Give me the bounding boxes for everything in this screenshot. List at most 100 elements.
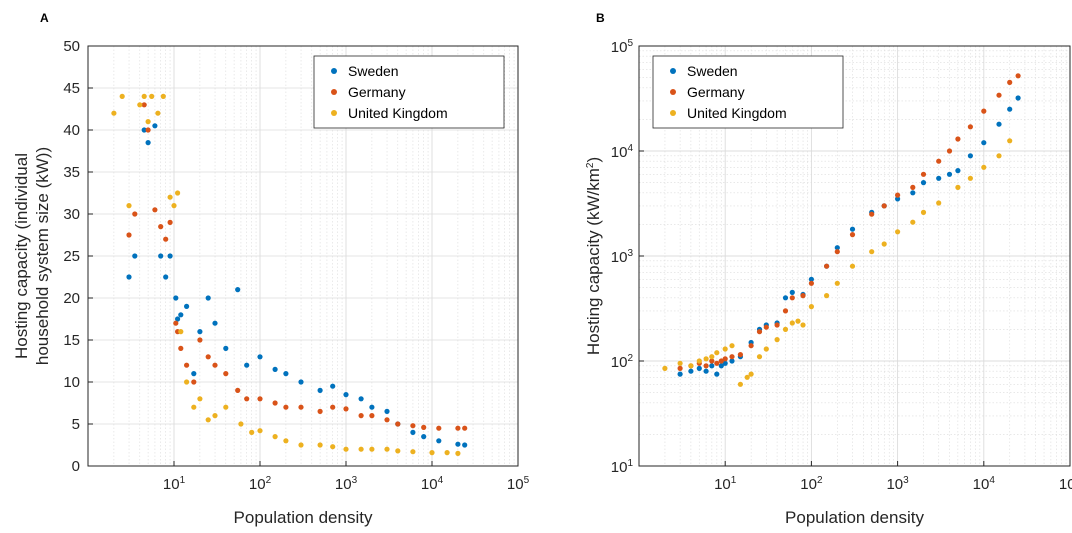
data-point (167, 253, 173, 259)
data-point (455, 425, 461, 431)
data-point (171, 203, 177, 209)
y-tick-label: 20 (63, 290, 80, 307)
data-point (782, 295, 789, 301)
data-point (358, 446, 364, 452)
data-point (223, 404, 229, 410)
data-point (330, 444, 336, 450)
data-point (800, 293, 806, 299)
data-point (748, 343, 754, 349)
data-point (283, 371, 289, 377)
data-point (358, 396, 364, 402)
legend-a: Sweden Germany United Kingdom (313, 55, 505, 129)
data-point (126, 274, 132, 280)
y-tick-label: 101 (611, 458, 634, 476)
data-point (330, 383, 336, 389)
data-point (714, 350, 720, 356)
data-point (141, 102, 147, 108)
legend-marker-sweden (331, 68, 337, 74)
legend-box (652, 55, 844, 129)
data-point (160, 93, 166, 99)
data-point (737, 352, 744, 358)
data-point (152, 207, 158, 213)
legend-label-germany: Germany (687, 84, 745, 100)
data-point (343, 446, 349, 452)
data-point (395, 448, 401, 454)
data-point (808, 304, 815, 310)
data-point (967, 153, 974, 159)
data-point (197, 337, 203, 343)
data-point (152, 123, 158, 129)
data-point (834, 249, 840, 255)
data-point (729, 354, 735, 360)
data-point (317, 387, 323, 393)
data-point (126, 203, 132, 209)
data-point (1007, 79, 1013, 85)
data-point (184, 379, 190, 385)
legend-label-uk: United Kingdom (348, 105, 448, 121)
data-point (729, 343, 735, 349)
data-point (869, 249, 875, 255)
data-point (881, 241, 887, 247)
data-point (849, 263, 856, 269)
data-point (145, 140, 151, 146)
data-point (955, 136, 961, 142)
data-point (212, 362, 218, 368)
data-point (235, 287, 241, 293)
data-point (920, 171, 927, 177)
data-point (703, 368, 709, 374)
y-tick-label: 40 (63, 122, 80, 139)
x-axis-label-b: Population density (785, 508, 924, 527)
data-point (358, 413, 364, 419)
data-point (223, 345, 229, 351)
data-point (212, 320, 218, 326)
data-point (881, 203, 887, 209)
x-tick-label: 105 (1059, 475, 1072, 493)
data-point (910, 184, 916, 190)
panel-a-plot: 101 102 103 104 105 0 5 10 15 20 25 30 35 40 45 50 Popul… (12, 38, 530, 527)
data-point (223, 371, 229, 377)
data-point (996, 92, 1002, 98)
data-point (283, 438, 289, 444)
data-point (1007, 138, 1013, 144)
data-point (981, 164, 987, 170)
data-point (774, 322, 780, 328)
data-point (283, 404, 289, 410)
y-tick-label: 102 (611, 353, 634, 371)
data-point (178, 329, 184, 335)
data-point (384, 408, 390, 414)
x-axis-label-a: Population density (234, 508, 373, 527)
data-point (298, 442, 304, 448)
data-point (119, 93, 125, 99)
data-point (244, 362, 250, 368)
data-point (967, 124, 974, 130)
panel-label-b: B (596, 11, 605, 25)
data-point (197, 329, 203, 335)
data-point (205, 417, 211, 423)
data-point (455, 450, 461, 456)
data-point (714, 371, 720, 377)
data-point (436, 438, 442, 444)
legend-box (313, 55, 505, 129)
x-tick-label: 103 (886, 475, 909, 493)
data-point (384, 417, 390, 423)
data-point (178, 345, 184, 351)
x-tick-label: 101 (163, 475, 186, 493)
data-point (235, 387, 241, 393)
legend-marker-uk (331, 110, 337, 116)
y-tick-label: 10 (63, 374, 80, 391)
data-point (343, 406, 349, 412)
data-point (272, 434, 278, 440)
data-point (163, 236, 169, 242)
series-germany (677, 73, 1021, 371)
y-tick-label: 50 (63, 38, 80, 55)
data-point (703, 363, 709, 369)
data-point (737, 381, 744, 387)
data-point (722, 360, 728, 366)
data-point (824, 293, 830, 299)
legend-b: Sweden Germany United Kingdom (652, 55, 844, 129)
data-point (709, 358, 715, 364)
data-point (184, 303, 190, 309)
data-point (763, 346, 769, 352)
y-tick-label: 5 (72, 416, 80, 433)
